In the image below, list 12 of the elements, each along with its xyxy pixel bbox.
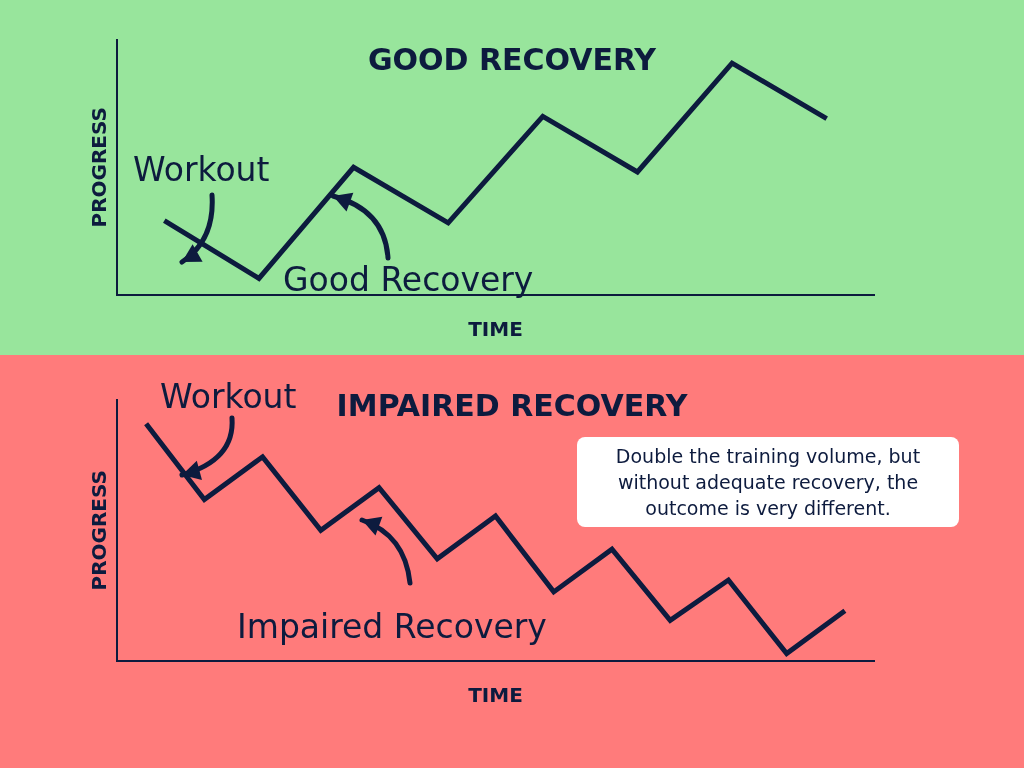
annotation: Workout bbox=[133, 150, 270, 189]
x-axis-title: TIME bbox=[468, 317, 523, 342]
annotation: Good Recovery bbox=[283, 260, 534, 299]
chart-title: GOOD RECOVERY bbox=[366, 42, 658, 77]
annotation: Double the training volume, but without adequate recovery, the outcome is very different. bbox=[614, 444, 922, 521]
annotation: Impaired Recovery bbox=[237, 607, 547, 646]
x-axis-title: TIME bbox=[468, 683, 523, 708]
y-axis-title: PROGRESS bbox=[87, 470, 112, 591]
text: Workout bbox=[160, 377, 297, 416]
chart-title: IMPAIRED RECOVERY bbox=[336, 388, 688, 423]
y-axis-title: PROGRESS bbox=[87, 107, 112, 228]
callout-box: Double the training volume, but without adequate recovery, the outcome is very different. bbox=[577, 437, 959, 527]
